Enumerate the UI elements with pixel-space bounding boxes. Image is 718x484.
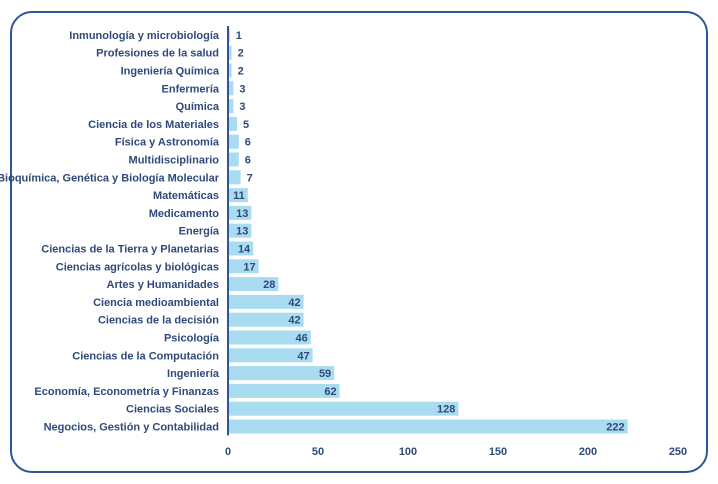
- bar-8: [228, 152, 239, 167]
- value-label-13: 14: [238, 244, 251, 256]
- value-label-21: 62: [324, 386, 336, 398]
- category-label-11: Medicamento: [149, 208, 220, 220]
- value-label-16: 42: [288, 297, 300, 309]
- bar-18: [228, 330, 311, 345]
- value-label-15: 28: [263, 279, 275, 291]
- category-label-23: Negocios, Gestión y Contabilidad: [44, 422, 219, 434]
- chart-frame: [10, 11, 708, 473]
- bar-6: [228, 116, 237, 131]
- bar-22: [228, 401, 459, 416]
- value-label-23: 222: [606, 422, 624, 434]
- value-label-19: 47: [297, 350, 309, 362]
- category-label-12: Energía: [179, 226, 220, 238]
- category-label-8: Multidisciplinario: [129, 155, 220, 167]
- x-tick-0: 0: [225, 446, 231, 458]
- category-label-9: Bioquímica, Genética y Biología Molecula…: [0, 172, 220, 184]
- bar-3: [228, 63, 232, 78]
- category-label-5: Química: [176, 101, 220, 113]
- value-label-9: 7: [247, 172, 253, 184]
- category-label-7: Física y Astronomía: [115, 137, 220, 149]
- value-labels: 1 2 2 3 3 5 6 6 711 13 13 14 17 28 42 42 46 47 59 62 128 222: [233, 30, 624, 434]
- category-label-14: Ciencias agrícolas y biológicas: [56, 261, 219, 273]
- value-label-7: 6: [245, 137, 251, 149]
- bar-16: [228, 294, 304, 309]
- category-labels: Inmunología y microbiología Profesiones d…: [0, 30, 220, 434]
- x-tick-50: 50: [312, 446, 324, 458]
- value-label-20: 59: [319, 368, 331, 380]
- category-label-22: Ciencias Sociales: [126, 404, 219, 416]
- bar-21: [228, 383, 340, 398]
- bar-7: [228, 134, 239, 149]
- value-label-5: 3: [239, 101, 245, 113]
- bar-20: [228, 366, 335, 381]
- bar-10: [228, 188, 248, 203]
- value-label-6: 5: [243, 119, 249, 131]
- category-label-17: Ciencias de la decisión: [98, 315, 219, 327]
- value-label-3: 2: [238, 66, 244, 78]
- category-label-3: Ingeniería Química: [121, 66, 220, 78]
- category-label-18: Psicología: [164, 333, 220, 345]
- bar-9: [228, 170, 241, 185]
- category-label-4: Enfermería: [162, 83, 220, 95]
- category-label-10: Matemáticas: [153, 190, 219, 202]
- value-label-8: 6: [245, 155, 251, 167]
- bar-19: [228, 348, 313, 363]
- category-label-21: Economía, Econometría y Finanzas: [34, 386, 219, 398]
- bar-14: [228, 259, 259, 274]
- bar-2: [228, 45, 232, 60]
- value-label-1: 1: [236, 30, 242, 42]
- bar-13: [228, 241, 254, 256]
- x-axis-ticks: 0 50 100 150 200 250: [225, 446, 687, 458]
- bars-layer: [228, 27, 628, 434]
- value-label-10: 11: [233, 190, 245, 202]
- category-label-13: Ciencias de la Tierra y Planetarias: [41, 244, 219, 256]
- bar-4: [228, 81, 234, 96]
- value-label-2: 2: [238, 48, 244, 60]
- category-label-15: Artes y Humanidades: [107, 279, 219, 291]
- category-label-16: Ciencia medioambiental: [93, 297, 219, 309]
- category-label-6: Ciencia de los Materiales: [88, 119, 219, 131]
- x-tick-100: 100: [399, 446, 417, 458]
- value-label-22: 128: [437, 404, 455, 416]
- x-tick-250: 250: [669, 446, 687, 458]
- category-label-19: Ciencias de la Computación: [72, 350, 219, 362]
- value-label-4: 3: [239, 83, 245, 95]
- value-label-11: 13: [236, 208, 248, 220]
- x-tick-150: 150: [489, 446, 507, 458]
- bar-15: [228, 277, 279, 292]
- bar-5: [228, 99, 234, 114]
- category-label-1: Inmunología y microbiología: [69, 30, 220, 42]
- x-tick-200: 200: [579, 446, 597, 458]
- bar-23: [228, 419, 628, 434]
- category-label-2: Profesiones de la salud: [96, 48, 219, 60]
- bar-17: [228, 312, 304, 327]
- bar-11: [228, 205, 252, 220]
- value-label-14: 17: [243, 261, 255, 273]
- value-label-12: 13: [236, 226, 248, 238]
- bar-12: [228, 223, 252, 238]
- value-label-17: 42: [288, 315, 300, 327]
- value-label-18: 46: [296, 333, 308, 345]
- category-label-20: Ingeniería: [167, 368, 220, 380]
